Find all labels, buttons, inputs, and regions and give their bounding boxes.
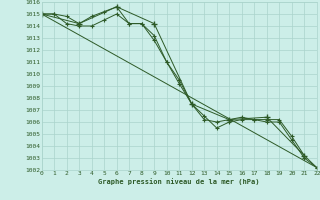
X-axis label: Graphe pression niveau de la mer (hPa): Graphe pression niveau de la mer (hPa)	[99, 178, 260, 185]
